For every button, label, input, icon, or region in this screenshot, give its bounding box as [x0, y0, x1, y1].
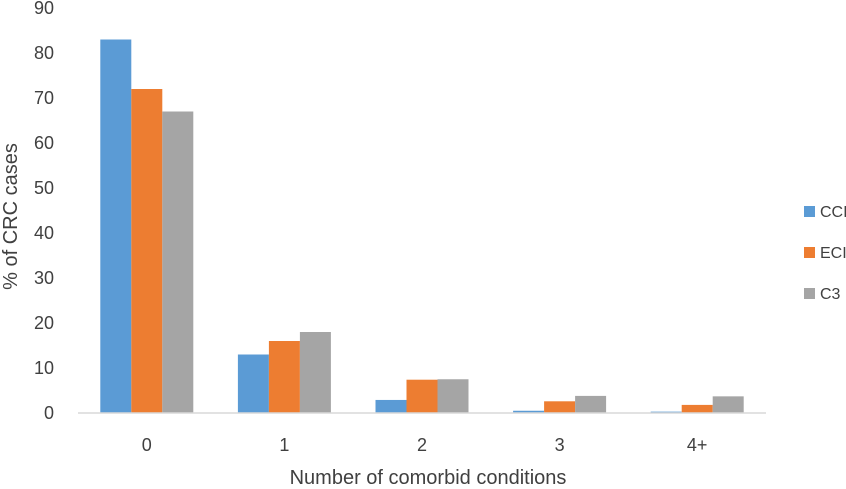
legend-label-eci: ECI	[820, 245, 846, 262]
bar-c3-0	[162, 111, 194, 413]
y-tick-label: 30	[34, 268, 54, 288]
bar-c3-4	[712, 396, 744, 413]
bar-eci-3	[544, 401, 576, 413]
y-tick-label: 40	[34, 223, 54, 243]
bars	[100, 39, 744, 413]
bar-cci-1	[237, 354, 269, 413]
bar-cci-0	[100, 39, 132, 413]
bar-eci-4	[681, 404, 713, 413]
legend: CCI ECI C3	[804, 204, 846, 303]
y-axis-title: % of CRC cases	[0, 143, 22, 290]
y-tick-label: 80	[34, 43, 54, 63]
x-tick-label: 2	[417, 435, 427, 455]
y-tick-label: 0	[44, 403, 54, 423]
x-tick-label: 0	[142, 435, 152, 455]
bar-c3-2	[437, 379, 469, 413]
bar-c3-1	[299, 332, 331, 413]
y-tick-label: 70	[34, 88, 54, 108]
bar-eci-0	[131, 89, 163, 413]
bar-cci-2	[375, 399, 407, 413]
y-tick-label: 50	[34, 178, 54, 198]
bar-c3-3	[575, 395, 607, 413]
bar-eci-1	[268, 341, 300, 413]
legend-swatch-eci	[804, 247, 815, 258]
y-tick-label: 10	[34, 358, 54, 378]
legend-swatch-cci	[804, 206, 815, 217]
bar-cci-3	[513, 410, 545, 413]
y-tick-label: 60	[34, 133, 54, 153]
x-tick-label: 3	[555, 435, 565, 455]
legend-swatch-c3	[804, 288, 815, 299]
x-tick-label: 4+	[687, 435, 708, 455]
x-axis-title: Number of comorbid conditions	[290, 467, 567, 489]
bar-eci-2	[406, 379, 438, 413]
legend-label-c3: C3	[820, 286, 841, 303]
x-axis-ticks: 0 1 2 3 4+	[142, 435, 708, 455]
legend-label-cci: CCI	[820, 204, 846, 221]
x-tick-label: 1	[279, 435, 289, 455]
y-tick-label: 20	[34, 313, 54, 333]
y-axis-ticks: 0 10 20 30 40 50 60 70 80 90	[34, 0, 54, 423]
y-tick-label: 90	[34, 0, 54, 18]
